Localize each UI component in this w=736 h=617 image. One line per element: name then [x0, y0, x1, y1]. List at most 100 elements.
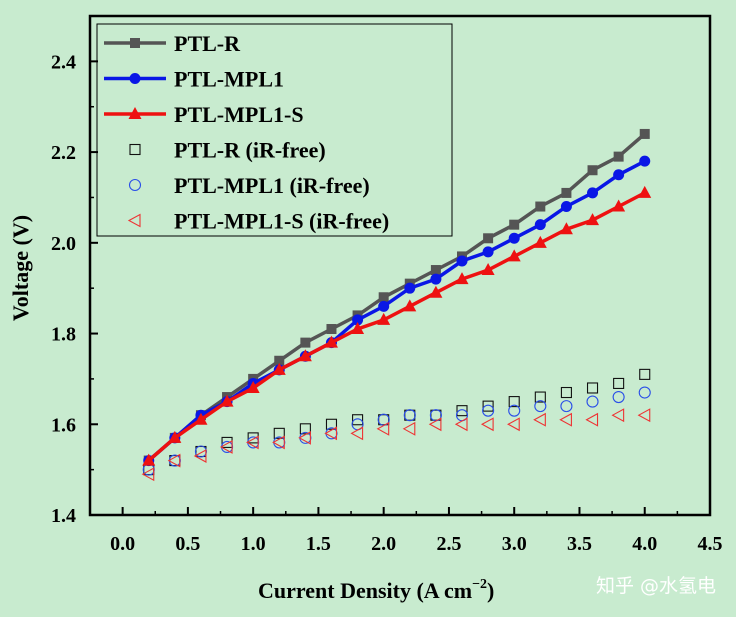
x-tick-label: 3.0 [502, 533, 527, 555]
data-point [561, 187, 572, 198]
watermark: 知乎 @水氢电 [596, 575, 716, 597]
legend-item: PTL-MPL1-S (iR-free) [127, 209, 389, 234]
data-point [194, 412, 208, 425]
data-point [456, 255, 468, 267]
legend-marker [129, 73, 141, 84]
data-point [637, 408, 651, 423]
data-point [508, 396, 520, 408]
data-point [560, 201, 572, 213]
data-point [613, 377, 625, 389]
plot-frame [88, 14, 712, 517]
data-point [219, 440, 233, 454]
legend-box [96, 23, 453, 237]
data-point [534, 219, 546, 231]
data-point [587, 165, 598, 176]
data-point [611, 408, 625, 423]
data-point [586, 382, 599, 394]
series-1 [143, 155, 651, 467]
data-point [220, 394, 234, 407]
data-point [352, 414, 364, 426]
data-point [613, 169, 625, 181]
data-point [404, 282, 416, 294]
data-point [350, 426, 364, 441]
data-point [141, 467, 155, 482]
data-point [193, 449, 207, 463]
data-point [429, 285, 443, 298]
data-point [587, 187, 599, 199]
data-point [430, 265, 441, 276]
data-point [402, 421, 416, 436]
data-point [324, 335, 338, 348]
data-point [167, 453, 181, 468]
legend-item: PTL-MPL1 [104, 67, 284, 92]
data-point [560, 386, 572, 399]
series-4 [142, 386, 651, 476]
data-point [377, 312, 391, 325]
data-point [639, 128, 650, 139]
data-point [455, 272, 469, 285]
x-tick-label: 4.5 [698, 533, 723, 555]
data-point [586, 213, 600, 226]
data-point [324, 426, 338, 441]
data-point [638, 386, 651, 399]
legend-item: PTL-R [104, 31, 241, 56]
y-tick-label: 2.0 [51, 233, 76, 255]
series-2 [142, 185, 652, 466]
legend-marker [130, 38, 140, 48]
x-tick-label: 2.5 [436, 533, 461, 555]
data-point [534, 391, 546, 403]
data-point [430, 273, 442, 285]
x-tick-label: 4.0 [632, 533, 657, 555]
data-point [507, 249, 521, 262]
y-tick-label: 1.6 [51, 414, 76, 436]
data-point [533, 412, 546, 427]
data-point [613, 151, 624, 162]
legend-label: PTL-R [174, 31, 241, 56]
data-point [586, 395, 599, 408]
series-5 [141, 408, 651, 482]
y-tick-label: 1.8 [51, 324, 76, 346]
data-point [272, 362, 286, 375]
x-tick-label: 3.5 [567, 533, 592, 555]
legend-marker [128, 178, 142, 192]
data-point [142, 453, 156, 466]
data-point [533, 235, 547, 248]
data-point [378, 292, 389, 303]
data-point [508, 232, 520, 244]
data-point [639, 155, 651, 167]
legend-label: PTL-MPL1-S [174, 102, 304, 127]
legend-item: PTL-MPL1-S [104, 102, 304, 127]
data-point [168, 430, 182, 443]
data-point [352, 314, 364, 326]
data-point [559, 222, 573, 235]
data-point [612, 391, 625, 404]
data-point [403, 299, 417, 312]
x-axis-title: Current Density (A cm−2) [258, 577, 494, 603]
data-point [639, 368, 651, 380]
data-point [456, 405, 468, 417]
data-point [585, 412, 599, 427]
y-tick-label: 2.4 [51, 51, 76, 73]
x-tick-label: 2.0 [371, 533, 396, 555]
data-point [560, 400, 573, 413]
data-point [482, 404, 495, 417]
data-point [481, 263, 495, 276]
data-point [483, 233, 494, 244]
data-point [298, 430, 311, 445]
data-point [534, 400, 547, 413]
y-axis-title: Voltage (V) [8, 215, 33, 321]
x-tick-label: 0.5 [175, 533, 200, 555]
x-tick-label: 0.0 [110, 533, 135, 555]
data-point [559, 412, 572, 427]
legend-item: PTL-R (iR-free) [129, 138, 326, 163]
data-point [325, 418, 338, 430]
data-point [299, 423, 311, 435]
legend-label: PTL-R (iR-free) [174, 138, 326, 163]
legend-marker [128, 107, 142, 119]
data-point [403, 409, 416, 422]
y-tick-label: 1.4 [51, 505, 76, 527]
y-tick-label: 2.2 [51, 142, 76, 164]
data-point [351, 322, 365, 335]
data-point [535, 201, 546, 212]
data-point [378, 300, 390, 312]
